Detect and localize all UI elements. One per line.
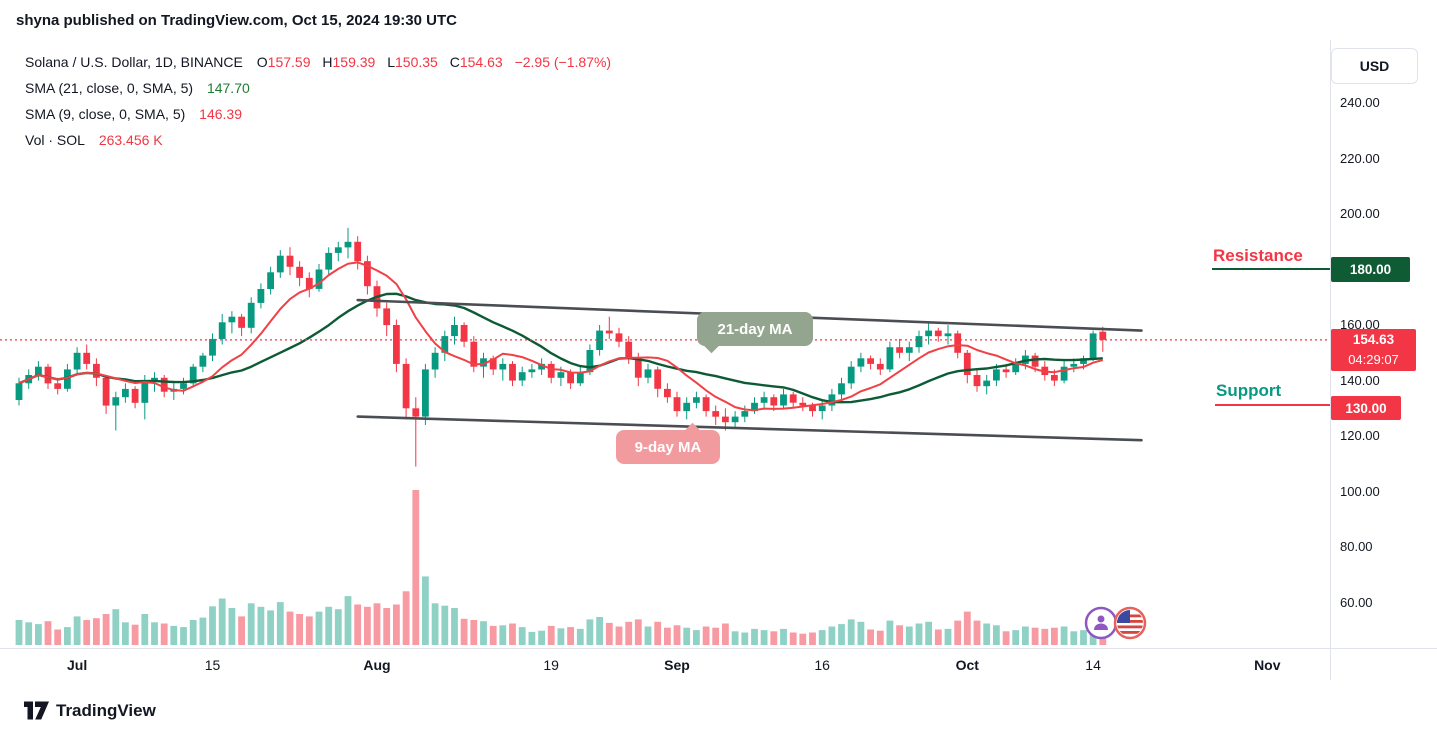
support-label[interactable]: Support: [1216, 381, 1282, 400]
open-label: O: [256, 54, 268, 70]
tradingview-logo-icon: [24, 701, 49, 720]
time-axis-label: Nov: [1254, 657, 1281, 673]
low-value: 150.35: [395, 54, 438, 70]
price-chart-canvas[interactable]: [0, 40, 1330, 648]
current-price-badge: 154.63 04:29:07: [1331, 329, 1416, 371]
low-label: L: [387, 54, 396, 70]
resistance-label[interactable]: Resistance: [1213, 246, 1303, 265]
price-tick-label: 220.00: [1340, 150, 1380, 166]
resistance-line: [1212, 268, 1330, 270]
ma21-callout-label[interactable]: 21-day MA: [697, 312, 813, 346]
price-tick-label: 140.00: [1340, 372, 1380, 388]
sma9-label: SMA (9, close, 0, SMA, 5): [25, 106, 186, 122]
tradingview-logo[interactable]: TradingView: [24, 700, 156, 721]
sma21-legend-row[interactable]: SMA (21, close, 0, SMA, 5) 147.70: [25, 79, 611, 97]
publish-byline: shyna published on TradingView.com, Oct …: [16, 12, 457, 29]
price-tick-label: 100.00: [1340, 483, 1380, 499]
price-tick-label: 80.00: [1340, 539, 1373, 555]
close-value: 154.63: [459, 54, 503, 70]
open-value: 157.59: [267, 54, 311, 70]
bar-countdown: 04:29:07: [1348, 352, 1399, 367]
tradingview-brand-text: TradingView: [56, 700, 156, 720]
volume-legend-row[interactable]: Vol · SOL 263.456 K: [25, 131, 611, 149]
time-axis-label: Sep: [664, 657, 690, 673]
us-flag-event-icon[interactable]: [1113, 606, 1147, 640]
high-label: H: [322, 54, 333, 70]
volume-label: Vol · SOL: [25, 132, 85, 148]
resistance-price-badge: 180.00: [1331, 257, 1410, 282]
sma9-value: 146.39: [199, 106, 242, 122]
price-tick-label: 160.00: [1340, 317, 1380, 332]
chart-legend: Solana / U.S. Dollar, 1D, BINANCE O157.5…: [25, 53, 611, 157]
time-axis[interactable]: Jul 15 Aug 19 Sep 16 Oct 14 Nov: [0, 648, 1437, 681]
axis-vertical-separator: [1330, 40, 1331, 680]
current-price-value: 154.63: [1352, 332, 1395, 347]
price-axis[interactable]: USD 240.00 220.00 200.00 180.00 160.00 140.00…: [1331, 40, 1437, 680]
sma21-value: 147.70: [206, 80, 250, 96]
currency-toggle-button[interactable]: USD: [1331, 48, 1418, 84]
sma9-legend-row[interactable]: SMA (9, close, 0, SMA, 5) 146.39: [25, 105, 611, 123]
symbol-legend-row[interactable]: Solana / U.S. Dollar, 1D, BINANCE O157.5…: [25, 53, 611, 71]
ma9-callout-label[interactable]: 9-day MA: [616, 430, 720, 464]
support-line: [1215, 404, 1330, 406]
time-axis-label: 16: [814, 657, 830, 673]
support-price-badge: 130.00: [1331, 396, 1401, 420]
change-value: −2.95 (−1.87%): [514, 54, 612, 70]
close-label: C: [449, 54, 460, 70]
symbol-title: Solana / U.S. Dollar, 1D, BINANCE: [25, 54, 243, 70]
high-value: 159.39: [332, 54, 376, 70]
time-axis-label: Aug: [363, 657, 391, 673]
price-tick-label: 60.00: [1340, 594, 1373, 610]
price-tick-label: 200.00: [1340, 206, 1380, 221]
time-axis-label: Jul: [66, 657, 88, 673]
price-tick-label: 120.00: [1340, 428, 1380, 444]
time-axis-label: 15: [204, 657, 221, 673]
volume-value: 263.456 K: [98, 132, 163, 148]
time-axis-label: 19: [543, 657, 559, 673]
time-axis-label: 14: [1085, 657, 1101, 673]
sma21-label: SMA (21, close, 0, SMA, 5): [25, 80, 194, 96]
time-axis-label: Oct: [955, 657, 979, 673]
price-tick-label: 240.00: [1340, 95, 1380, 110]
event-markers: [1084, 606, 1147, 640]
